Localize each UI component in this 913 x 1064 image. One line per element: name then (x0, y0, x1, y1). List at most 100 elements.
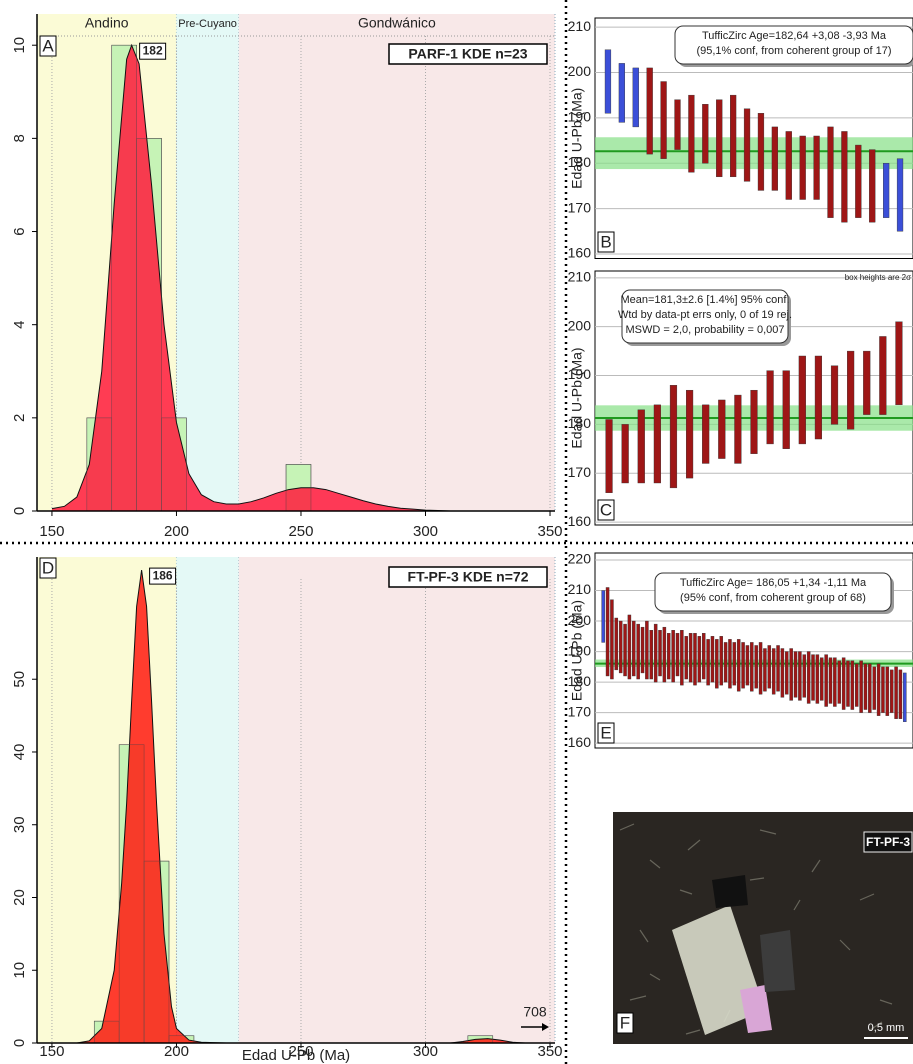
error-bar (741, 642, 745, 689)
y-tick-label: 210 (568, 269, 592, 285)
y-axis-title: Edad U-Pb (Ma) (569, 347, 585, 448)
y-tick-label: 10 (11, 962, 28, 979)
annotation: MSWD = 2,0, probability = 0,007 (626, 324, 785, 336)
error-bar (894, 666, 898, 719)
error-bar (771, 126, 778, 191)
error-bar (701, 633, 706, 680)
error-bar (780, 648, 785, 698)
error-bar (885, 666, 890, 716)
error-bar (637, 409, 645, 484)
x-tick-label: 200 (164, 523, 189, 540)
annotation: Wtd by data-pt errs only, 0 of 19 rej. (618, 309, 792, 321)
error-bar (758, 642, 763, 695)
error-bar (605, 419, 613, 493)
scale-label: 0,5 mm (868, 1022, 905, 1034)
y-tick-label: 8 (11, 134, 28, 142)
annotation: TufficZirc Age=182,64 +3,08 -3,93 Ma (702, 30, 887, 42)
error-bar (876, 663, 881, 716)
photo-label-box (863, 831, 913, 853)
error-bar (859, 660, 863, 713)
error-bar (798, 651, 802, 701)
error-bar (750, 642, 754, 692)
panel-letter: A (42, 36, 54, 55)
panel-letter-box (597, 499, 615, 521)
region (238, 557, 555, 1043)
error-bar (793, 651, 798, 698)
error-bar (605, 587, 610, 677)
error-bar (734, 394, 742, 464)
y-tick-label: 180 (568, 673, 592, 689)
x-tick-label: 250 (288, 1043, 313, 1060)
error-bar (881, 666, 885, 713)
error-bar (750, 389, 758, 454)
annotation-box (654, 572, 892, 612)
y-tick-label: 0 (11, 507, 28, 515)
region-label: Pre-Cuyano (178, 18, 237, 30)
error-bar (785, 651, 789, 695)
x-tick-label: 200 (164, 1043, 189, 1060)
offscale-label: 708 (523, 1004, 547, 1020)
annotation: (95% conf, from coherent group of 68) (680, 592, 866, 604)
y-tick-label: 10 (11, 37, 28, 54)
error-bar (806, 651, 811, 704)
panel-letter: E (600, 723, 611, 742)
y-tick-label: 190 (568, 366, 592, 382)
error-bar (879, 336, 887, 415)
peak-label: 186 (153, 568, 173, 582)
x-tick-label: 150 (39, 1043, 64, 1060)
y-tick-label: 4 (11, 321, 28, 329)
error-bar (667, 633, 671, 680)
label-box (388, 43, 548, 65)
error-bar (658, 630, 662, 677)
error-bar (618, 63, 625, 123)
y-tick-label: 170 (568, 703, 592, 719)
y-tick-label: 30 (11, 816, 28, 833)
panel-letter-box (616, 1012, 634, 1034)
error-bar (604, 49, 612, 114)
y-tick-label: 20 (11, 889, 28, 906)
region-label: Andino (85, 15, 129, 31)
error-bar (716, 99, 723, 178)
error-bar (828, 657, 833, 704)
error-bar (715, 639, 719, 689)
y-tick-label: 180 (568, 415, 592, 431)
error-bar (623, 623, 627, 677)
error-bar (799, 135, 806, 200)
note: box heights are 2σ (845, 273, 911, 282)
peak-label-box (139, 42, 167, 60)
panel-letter-box (39, 557, 57, 579)
error-bar (895, 321, 903, 406)
error-bar (754, 645, 758, 689)
error-bar (837, 660, 841, 704)
annotation: Mean=181,3±2.6 [1.4%] 95% conf. (620, 294, 789, 306)
panel-letter-box (39, 35, 57, 57)
y-tick-label: 200 (568, 612, 592, 628)
photo-sample: FT-PF-3 (866, 835, 910, 849)
error-bar (680, 630, 684, 686)
error-bar (889, 669, 894, 713)
error-bar (636, 623, 640, 680)
y-tick-label: 200 (568, 63, 592, 79)
error-bar (718, 399, 726, 459)
kde-area (51, 45, 451, 511)
y-tick-label: 160 (568, 734, 592, 750)
error-bar (883, 163, 890, 218)
error-bar (675, 633, 680, 677)
y-axis-title: Edad U-Pb (Ma) (569, 600, 585, 701)
error-bar (632, 67, 639, 128)
error-bar (850, 660, 855, 710)
panel-letter: B (600, 232, 611, 251)
x-axis-title: Edad U-Pb (Ma) (242, 1047, 350, 1064)
x-tick-label: 300 (413, 523, 438, 540)
error-bar (824, 654, 828, 707)
error-bar (854, 663, 859, 707)
error-bar (868, 663, 872, 713)
x-tick-label: 350 (538, 1043, 563, 1060)
panel-letter: F (620, 1013, 630, 1032)
error-bar (688, 633, 693, 683)
error-bar (632, 620, 636, 677)
error-bar (601, 590, 605, 643)
error-bar (789, 648, 793, 701)
annotation: TufficZirc Age= 186,05 +1,34 -1,11 Ma (680, 577, 867, 589)
y-tick-label: 50 (11, 671, 28, 688)
